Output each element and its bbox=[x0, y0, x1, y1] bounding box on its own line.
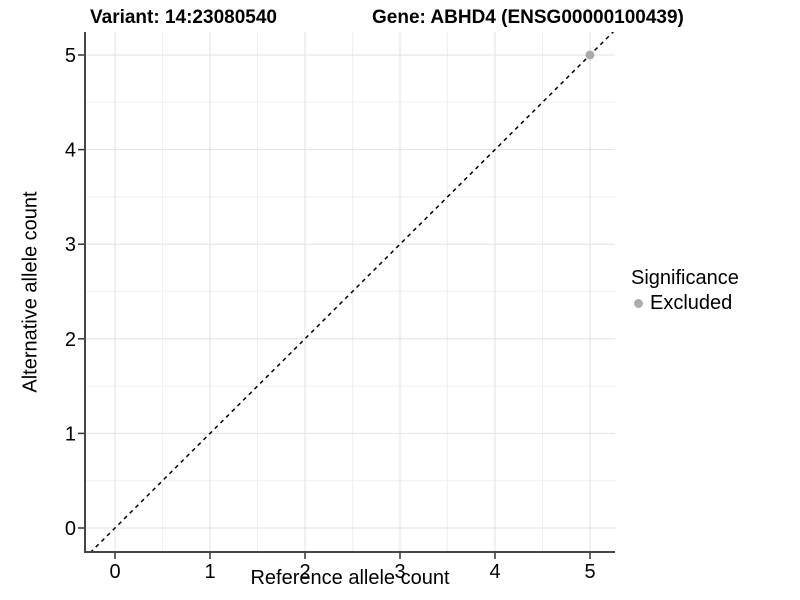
legend-point-icon bbox=[634, 298, 643, 308]
x-tick-label: 3 bbox=[394, 561, 405, 583]
legend-item-label: Excluded bbox=[650, 292, 733, 314]
x-tick-label: 4 bbox=[489, 561, 500, 583]
x-tick-label: 0 bbox=[109, 561, 120, 583]
legend-title: Significance bbox=[631, 267, 739, 289]
plot-title-variant: Variant: 14:23080540 bbox=[90, 7, 277, 28]
x-tick-label: 2 bbox=[299, 561, 310, 583]
data-point bbox=[585, 50, 595, 60]
y-tick-label: 5 bbox=[65, 45, 76, 67]
y-axis-title: Alternative allele count bbox=[19, 191, 42, 393]
y-tick-label: 0 bbox=[65, 518, 76, 540]
identity-reference-line bbox=[89, 32, 615, 552]
plot-title-gene: Gene: ABHD4 (ENSG00000100439) bbox=[372, 7, 684, 28]
x-axis-title: Reference allele count bbox=[250, 567, 450, 589]
y-tick-label: 3 bbox=[65, 234, 76, 256]
y-tick-label: 2 bbox=[65, 329, 76, 351]
y-tick-label: 1 bbox=[65, 423, 76, 445]
y-tick-label: 4 bbox=[65, 140, 76, 162]
x-tick-label: 5 bbox=[584, 561, 595, 583]
legend-item-excluded: Excluded bbox=[631, 292, 739, 314]
x-tick-label: 1 bbox=[204, 561, 215, 583]
legend: Significance Excluded bbox=[631, 267, 739, 314]
